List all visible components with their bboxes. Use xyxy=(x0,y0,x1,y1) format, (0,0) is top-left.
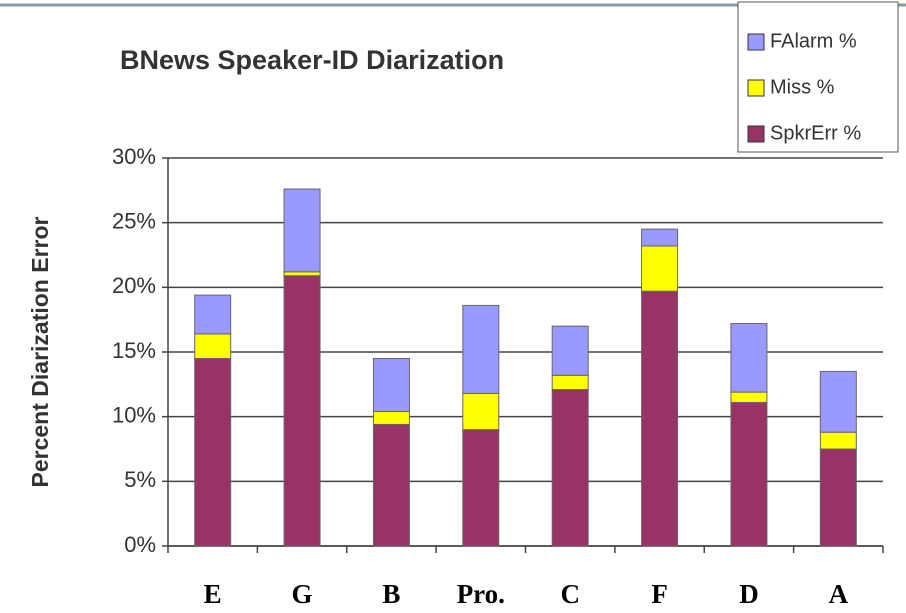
bar-segment xyxy=(194,294,232,335)
bar-segment xyxy=(283,188,321,273)
bar-segment xyxy=(551,374,589,391)
legend-swatch xyxy=(747,125,765,143)
bar-segment xyxy=(551,389,589,547)
y-tick-label: 0% xyxy=(124,532,156,557)
bar-segment xyxy=(730,401,768,547)
bar-segment xyxy=(462,392,500,431)
bar-segment xyxy=(372,410,410,425)
bar-segment xyxy=(194,357,232,547)
x-tick-label: E xyxy=(204,579,222,609)
bar-segment xyxy=(462,304,500,394)
legend-label: SpkrErr % xyxy=(770,122,861,144)
x-tick-label: Pro. xyxy=(457,579,505,609)
legend-label: FAlarm % xyxy=(770,30,857,52)
bar-segment xyxy=(372,357,410,412)
y-tick-label: 25% xyxy=(112,208,156,233)
bar-segment xyxy=(819,431,857,450)
bar-segment xyxy=(819,370,857,433)
x-tick-label: A xyxy=(829,579,849,609)
legend-box xyxy=(737,1,899,153)
y-axis-label: Percent Diarization Error xyxy=(27,216,53,487)
chart-title: BNews Speaker-ID Diarization xyxy=(120,45,504,75)
bar-segment xyxy=(730,323,768,393)
bar-segment xyxy=(641,290,679,547)
x-tick-label: D xyxy=(739,579,759,609)
y-tick-label: 15% xyxy=(112,338,156,363)
y-tick-label: 30% xyxy=(112,144,156,169)
y-tick-label: 5% xyxy=(124,467,156,492)
legend-label: Miss % xyxy=(770,76,835,98)
x-tick-label: F xyxy=(651,579,668,609)
bar-segment xyxy=(551,325,589,376)
legend-swatch xyxy=(747,79,765,97)
x-tick-label: B xyxy=(382,579,400,609)
x-tick-label: G xyxy=(292,579,313,609)
bar-segment xyxy=(730,391,768,403)
bar-segment xyxy=(462,429,500,547)
x-tick-label: C xyxy=(560,579,580,609)
bar-segment xyxy=(641,228,679,247)
y-tick-label: 10% xyxy=(112,402,156,427)
bar-segment xyxy=(283,271,321,277)
bar-segment xyxy=(641,245,679,292)
bar-segment xyxy=(372,423,410,547)
bar-segment xyxy=(819,448,857,547)
bar-segment xyxy=(283,275,321,547)
legend-swatch xyxy=(747,33,765,51)
bar-segment xyxy=(194,333,232,359)
y-tick-label: 20% xyxy=(112,273,156,298)
